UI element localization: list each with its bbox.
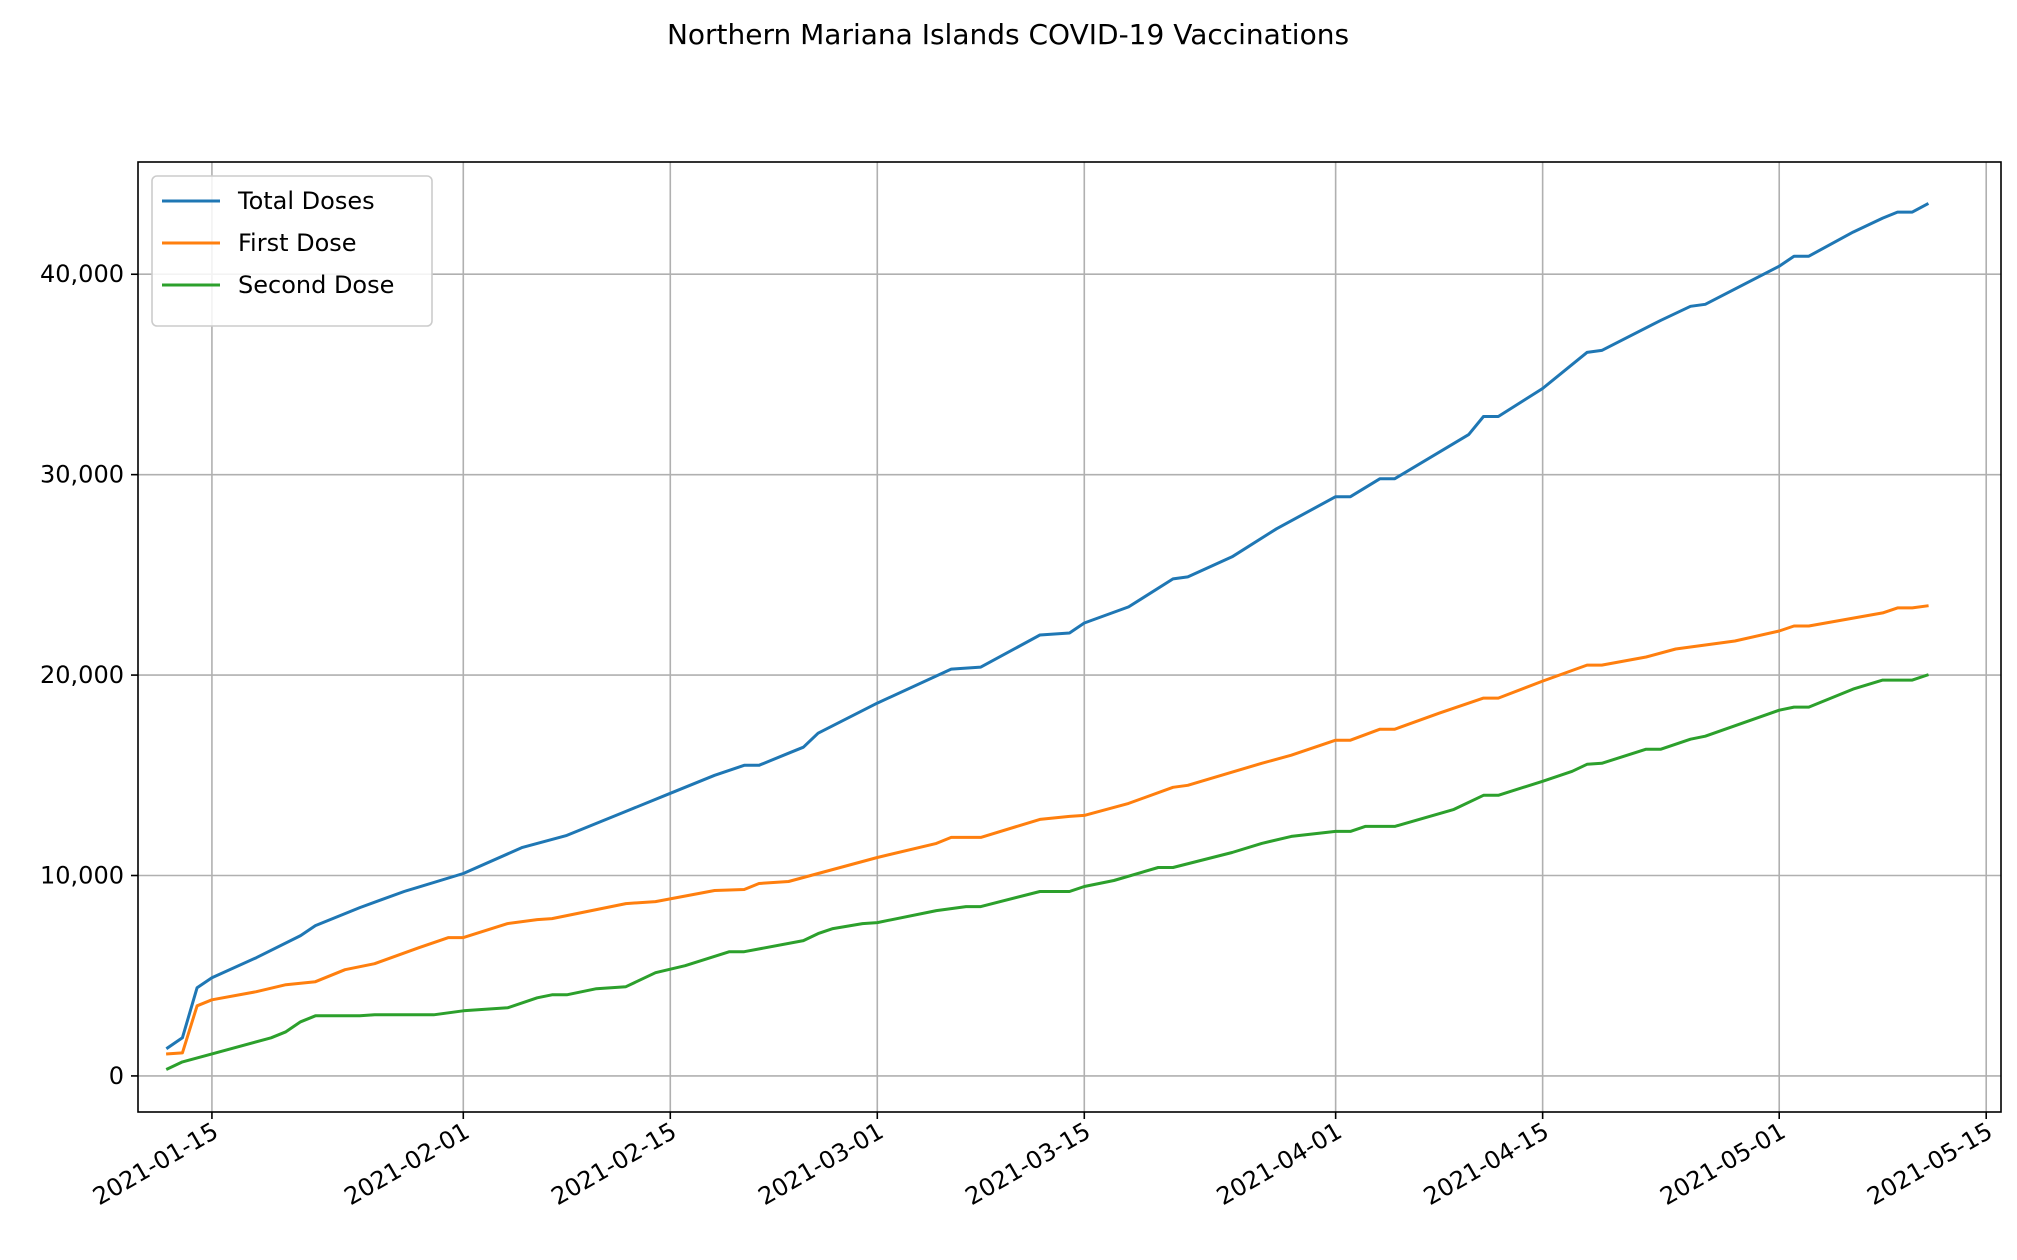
x-tick-label: 2021-03-01 bbox=[753, 1117, 888, 1211]
x-tick-label: 2021-03-15 bbox=[960, 1117, 1095, 1211]
y-tick-label: 40,000 bbox=[40, 260, 124, 288]
series-line-first-dose bbox=[166, 604, 1929, 1056]
series-line-total-doses bbox=[165, 202, 1930, 1050]
legend: Total Doses First Dose Second Dose bbox=[151, 175, 433, 327]
y-tick-label: 0 bbox=[109, 1062, 124, 1090]
y-tick-label: 30,000 bbox=[40, 461, 124, 489]
grid-layer bbox=[138, 162, 2001, 1112]
legend-entry-label: Total Doses bbox=[237, 187, 375, 215]
legend-entry-label: First Dose bbox=[238, 229, 357, 257]
x-tick-label: 2021-04-15 bbox=[1419, 1117, 1554, 1211]
series-line-second-dose bbox=[165, 673, 1930, 1071]
x-tick-label: 2021-04-01 bbox=[1212, 1117, 1347, 1211]
chart-title: Northern Mariana Islands COVID-19 Vaccin… bbox=[667, 18, 1349, 51]
legend-box bbox=[151, 175, 433, 327]
x-tick-label: 2021-01-15 bbox=[88, 1117, 223, 1211]
legend-entry-label: Second Dose bbox=[238, 271, 394, 299]
x-tick-label: 2021-02-01 bbox=[339, 1117, 474, 1211]
plot-frame bbox=[137, 161, 2002, 1113]
x-tick-label: 2021-05-01 bbox=[1655, 1117, 1790, 1211]
y-tick-label: 20,000 bbox=[40, 661, 124, 689]
x-tick-label: 2021-02-15 bbox=[546, 1117, 681, 1211]
series-layer bbox=[165, 202, 1930, 1071]
x-tick-label: 2021-05-15 bbox=[1862, 1117, 1997, 1211]
y-tick-label: 10,000 bbox=[40, 862, 124, 890]
